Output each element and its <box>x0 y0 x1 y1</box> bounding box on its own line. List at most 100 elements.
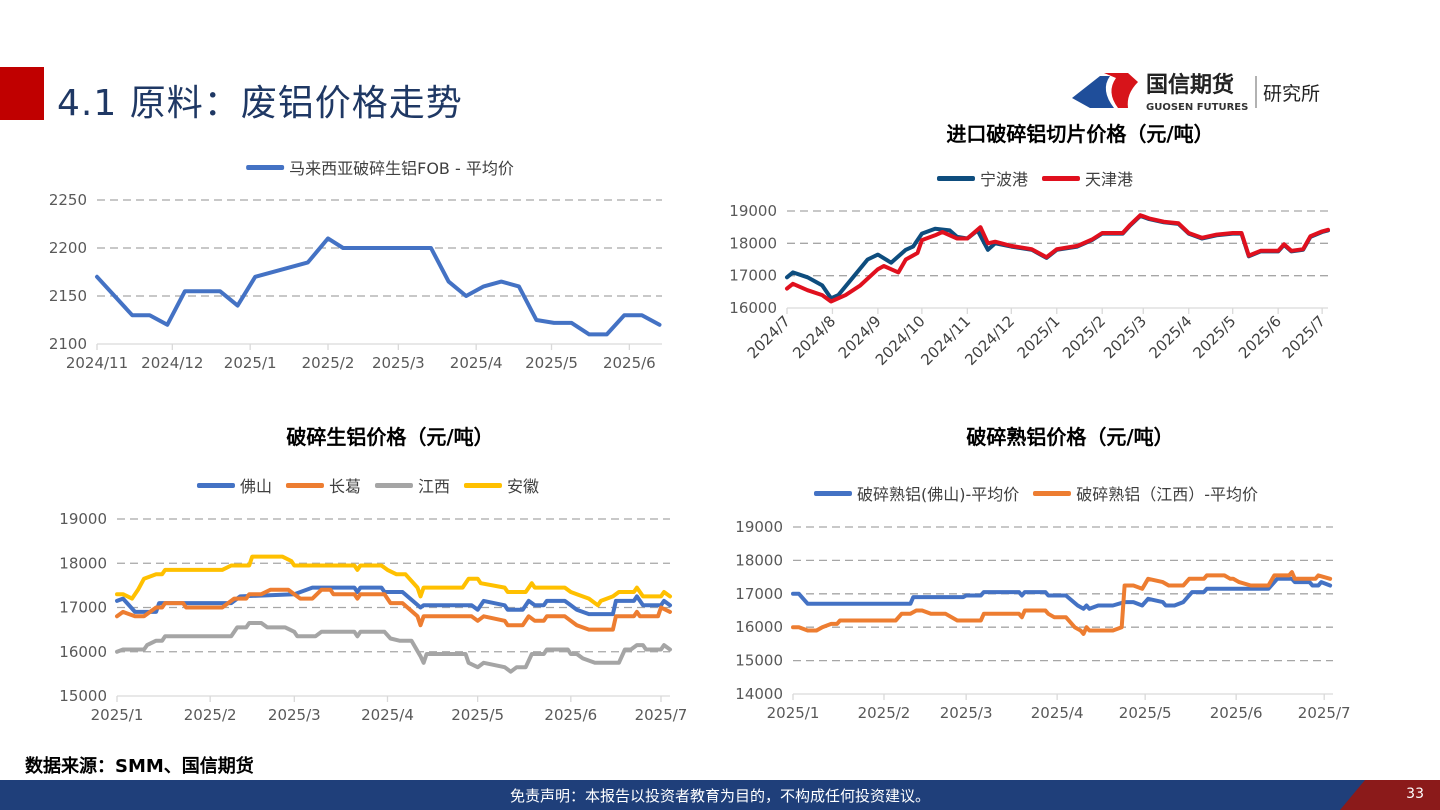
series-line-2 <box>785 213 1330 304</box>
x-tick-label: 2024/12 <box>141 354 203 372</box>
legend-label: 安徽 <box>507 477 540 496</box>
y-tick-label: 14000 <box>735 685 783 703</box>
x-tick-label: 2025/5 <box>451 706 504 724</box>
y-tick-label: 16000 <box>59 643 107 661</box>
legend-swatch <box>1042 175 1080 181</box>
x-tick-label: 2025/6 <box>1210 704 1263 722</box>
x-tick-label: 2025/7 <box>1279 312 1329 362</box>
series-line-4 <box>115 554 672 608</box>
company-logo: 国信期货 GUOSEN FUTURES 研究所 <box>1070 68 1370 116</box>
series-line-1 <box>115 585 672 617</box>
y-tick-label: 2100 <box>49 335 87 353</box>
x-tick-label: 2025/3 <box>1100 312 1150 362</box>
legend-item: 江西 <box>375 473 450 497</box>
legend-label: 长葛 <box>328 477 361 496</box>
chart3-legend: 佛山 长葛 江西 安徽 <box>196 473 539 497</box>
legend-item: 安徽 <box>464 473 539 497</box>
legend-label: 破碎熟铝(佛山)-平均价 <box>856 485 1020 504</box>
y-tick-label: 15000 <box>59 687 107 705</box>
legend-swatch <box>196 482 235 488</box>
x-tick-label: 2025/3 <box>268 706 321 724</box>
page-title: 4.1 原料：废铝价格走势 <box>57 83 463 124</box>
x-tick-label: 2025/3 <box>940 704 993 722</box>
series-line-3 <box>115 621 672 674</box>
y-tick-label: 18000 <box>735 551 783 569</box>
legend-label: 佛山 <box>239 477 272 496</box>
series-line-1 <box>785 213 1330 301</box>
x-tick-label: 2025/2 <box>184 706 237 724</box>
legend-swatch <box>375 482 413 488</box>
legend-item: 破碎熟铝（江西）-平均价 <box>1033 481 1258 505</box>
chart4-title: 破碎熟铝价格（元/吨） <box>966 425 1174 449</box>
data-source-note: 数据来源：SMM、国信期货 <box>25 756 254 777</box>
x-tick-label: 2025/1 <box>1014 312 1064 362</box>
logo-mark-icon: 国信期货 GUOSEN FUTURES 研究所 <box>1072 72 1320 113</box>
svg-text:GUOSEN FUTURES: GUOSEN FUTURES <box>1146 102 1248 113</box>
x-tick-label: 2025/4 <box>1031 704 1084 722</box>
x-tick-label: 2025/4 <box>1145 312 1195 362</box>
x-tick-label: 2025/7 <box>635 706 688 724</box>
x-tick-label: 2025/5 <box>1119 704 1172 722</box>
y-tick-label: 15000 <box>735 652 783 670</box>
footer-bar <box>0 780 1440 810</box>
x-tick-label: 2025/4 <box>361 706 414 724</box>
chart-cast-scrap: 14000 15000 16000 17000 18000 19000 2025/1 2025… <box>735 518 1351 722</box>
legend-label: 马来西亚破碎生铝FOB - 平均价 <box>289 159 514 178</box>
legend-item: 破碎熟铝(佛山)-平均价 <box>813 481 1020 505</box>
x-tick-label: 2025/6 <box>1235 312 1285 362</box>
y-tick-label: 2150 <box>49 287 87 305</box>
legend-swatch <box>246 164 285 170</box>
y-tick-label: 17000 <box>59 599 107 617</box>
y-tick-label: 17000 <box>735 585 783 603</box>
legend-item: 天津港 <box>1042 166 1133 190</box>
y-tick-label: 19000 <box>59 510 107 528</box>
legend-swatch <box>813 490 852 496</box>
x-tick-label: 2025/3 <box>372 354 425 372</box>
series-line-2 <box>791 570 1333 636</box>
y-tick-label: 2250 <box>49 191 87 209</box>
legend-item: 宁波港 <box>936 166 1028 190</box>
x-tick-label: 2025/4 <box>450 354 503 372</box>
page-number: 33 <box>1406 786 1424 802</box>
legend-swatch <box>464 482 503 488</box>
chart-raw-scrap: 15000 16000 17000 18000 19000 2025/1 2025/2 202… <box>59 510 688 724</box>
y-tick-label: 2200 <box>49 239 87 257</box>
x-tick-label: 2025/2 <box>858 704 911 722</box>
legend-item: 佛山 <box>196 473 272 497</box>
series-line-1 <box>791 576 1333 611</box>
svg-text:研究所: 研究所 <box>1263 83 1320 105</box>
x-tick-label: 2025/5 <box>525 354 578 372</box>
y-tick-label: 18000 <box>729 234 777 252</box>
chart-malaysia-fob: 2100 2150 2200 2250 2024/11 2024/12 2025/1 2025… <box>49 191 662 372</box>
legend-swatch <box>936 175 975 181</box>
chart3-title: 破碎生铝价格（元/吨） <box>286 425 494 449</box>
chart4-legend: 破碎熟铝(佛山)-平均价 破碎熟铝（江西）-平均价 <box>813 481 1258 505</box>
x-tick-label: 2025/6 <box>603 354 656 372</box>
x-tick-label: 2025/1 <box>91 706 144 724</box>
x-tick-label: 2025/2 <box>302 354 355 372</box>
x-tick-label: 2025/6 <box>544 706 597 724</box>
legend-item: 马来西亚破碎生铝FOB - 平均价 <box>246 155 514 179</box>
chart2-title: 进口破碎铝切片价格（元/吨） <box>946 122 1214 146</box>
y-tick-label: 17000 <box>729 267 777 285</box>
x-tick-label: 2025/5 <box>1189 312 1239 362</box>
series-line-2 <box>115 587 672 632</box>
y-tick-label: 16000 <box>735 618 783 636</box>
y-tick-label: 19000 <box>729 202 777 220</box>
y-tick-label: 16000 <box>729 299 777 317</box>
legend-label: 江西 <box>418 477 451 496</box>
legend-swatch <box>285 482 324 488</box>
x-tick-label: 2025/7 <box>1298 704 1351 722</box>
legend-swatch <box>1033 490 1072 496</box>
x-tick-label: 2024/8 <box>789 312 839 362</box>
footer-disclaimer: 免责声明：本报告以投资者教育为目的，不构成任何投资建议。 <box>509 787 930 805</box>
chart2-legend: 宁波港 天津港 <box>936 166 1133 190</box>
legend-label: 天津港 <box>1085 170 1134 189</box>
series-line-1 <box>95 236 662 337</box>
title-accent-bar <box>0 67 44 120</box>
legend-label: 宁波港 <box>979 170 1028 189</box>
x-tick-label: 2025/1 <box>224 354 277 372</box>
x-tick-label: 2024/11 <box>66 354 128 372</box>
y-tick-label: 18000 <box>59 554 107 572</box>
y-tick-label: 19000 <box>735 518 783 536</box>
